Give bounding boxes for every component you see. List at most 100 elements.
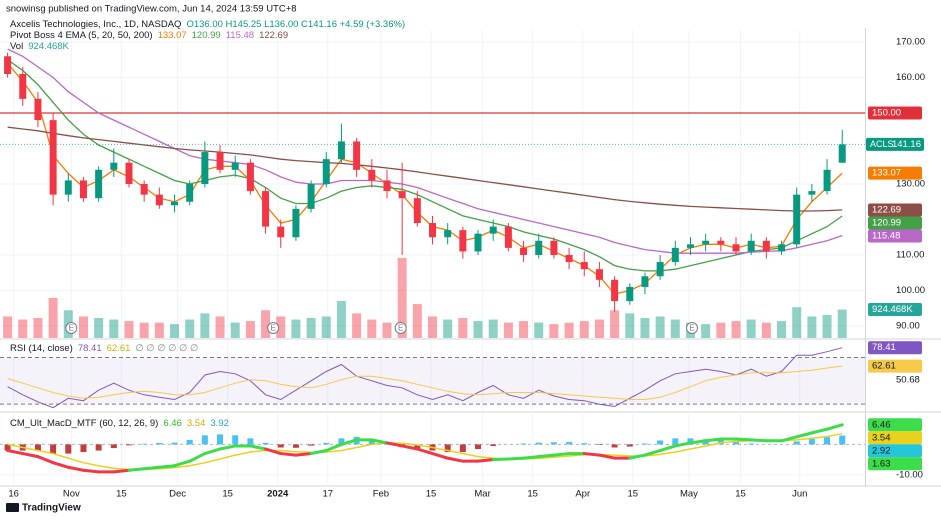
histogram-bar [824,437,831,445]
rsi-value: 78.41 [78,343,102,354]
histogram-bar [141,443,148,445]
histogram-bar [641,443,648,445]
macd-segment [658,444,677,453]
candle-body [641,276,649,287]
histogram-bar [232,435,239,445]
publisher-line: snowinsg published on TradingView.com, J… [6,4,297,15]
candle-body [595,269,603,280]
volume-bar [170,324,180,338]
price-tag [866,137,924,151]
x-tick-label: Dec [169,489,186,500]
volume-bar [443,319,453,338]
histogram-bar [308,444,315,446]
candle-body [246,162,254,192]
ema-line [7,126,843,212]
tag-value: 115.48 [872,230,900,241]
macd-segment [749,438,768,443]
y-tick-label: 130.00 [896,179,925,190]
volume-bar [670,319,680,338]
candle-body [34,98,42,121]
histogram-bar [110,444,117,449]
volume-bar [397,257,407,338]
volume-bar [78,316,88,338]
candle-body [474,233,482,252]
macd-segment [810,427,829,435]
histogram-bar [171,442,178,445]
histogram-bar [626,444,633,447]
candle-body [383,180,391,192]
candle-body [565,254,573,263]
volume-bar [655,316,665,338]
candle-body [580,262,588,270]
macd-segment [218,444,237,451]
x-tick-label: Nov [63,489,80,500]
y-tick-label: 160.00 [896,72,925,83]
histogram-bar [490,444,497,446]
macd-segment [446,456,465,463]
histogram-bar [733,442,740,445]
footer-logo: TradingView [6,503,81,514]
macd-segment [203,447,222,456]
candle-body [140,184,148,195]
candle-body [732,244,740,252]
candle-body [398,191,406,199]
volume-bar [352,313,362,338]
candle-body [717,240,725,245]
histogram-bar [34,444,41,451]
symbol-header: Axcelis Technologies, Inc., 1D, NASDAQ O1… [10,19,405,30]
macd-segment [142,465,161,471]
histogram-bar [292,444,299,448]
histogram-bar [125,444,132,446]
x-tick-label: 2024 [267,489,289,500]
volume-bar [731,321,741,338]
logo-mark [6,503,19,512]
earnings-marker [267,322,280,334]
rsi-ma-value: 62.61 [107,343,131,354]
tag-value: 924.468K [872,304,913,315]
candle-body [429,223,436,238]
histogram-bar [95,444,102,451]
candle-body [686,244,694,248]
y-tick-label: 50.68 [896,375,920,386]
macd-segment [6,449,25,456]
volume-bar [701,324,711,338]
earnings-marker [686,322,698,334]
volume-bar [321,316,331,338]
macd-segment [248,444,268,451]
volume-bar [215,316,225,338]
tag-value: 62.61 [872,361,896,372]
histogram-bar [566,442,573,445]
x-tick-label: Feb [373,489,389,500]
price-tag [868,457,922,471]
macd-segment [628,453,647,460]
candle-body [550,240,558,255]
macd-segment [780,435,799,443]
tag-ticker: ACLS [870,139,894,149]
candle-body [520,247,528,255]
volume-bar [640,317,650,338]
tag-value: 120.99 [872,217,901,228]
macd-segment [688,439,708,445]
histogram-bar [201,435,208,445]
macd-segment [537,453,556,459]
candle-body [49,120,57,195]
volume-bar [503,322,513,338]
histogram-bar [80,444,87,453]
x-tick-label: 15 [426,489,437,500]
macd-segment [279,452,298,457]
ema-value: 133.07 [158,30,187,41]
volume-bar [822,314,832,338]
ema-line [7,48,843,254]
x-tick-label: 17 [323,489,334,500]
candle-body [155,194,163,206]
volume-bar [594,319,604,338]
macd-segment [415,447,434,456]
histogram-bar [657,440,664,445]
macd-segment [400,444,419,451]
macd-segment [324,442,343,453]
macd-segment [597,453,617,460]
x-tick-label: Jun [792,489,807,500]
macd-segment [522,455,541,460]
y-tick-label: 90.00 [896,320,920,331]
